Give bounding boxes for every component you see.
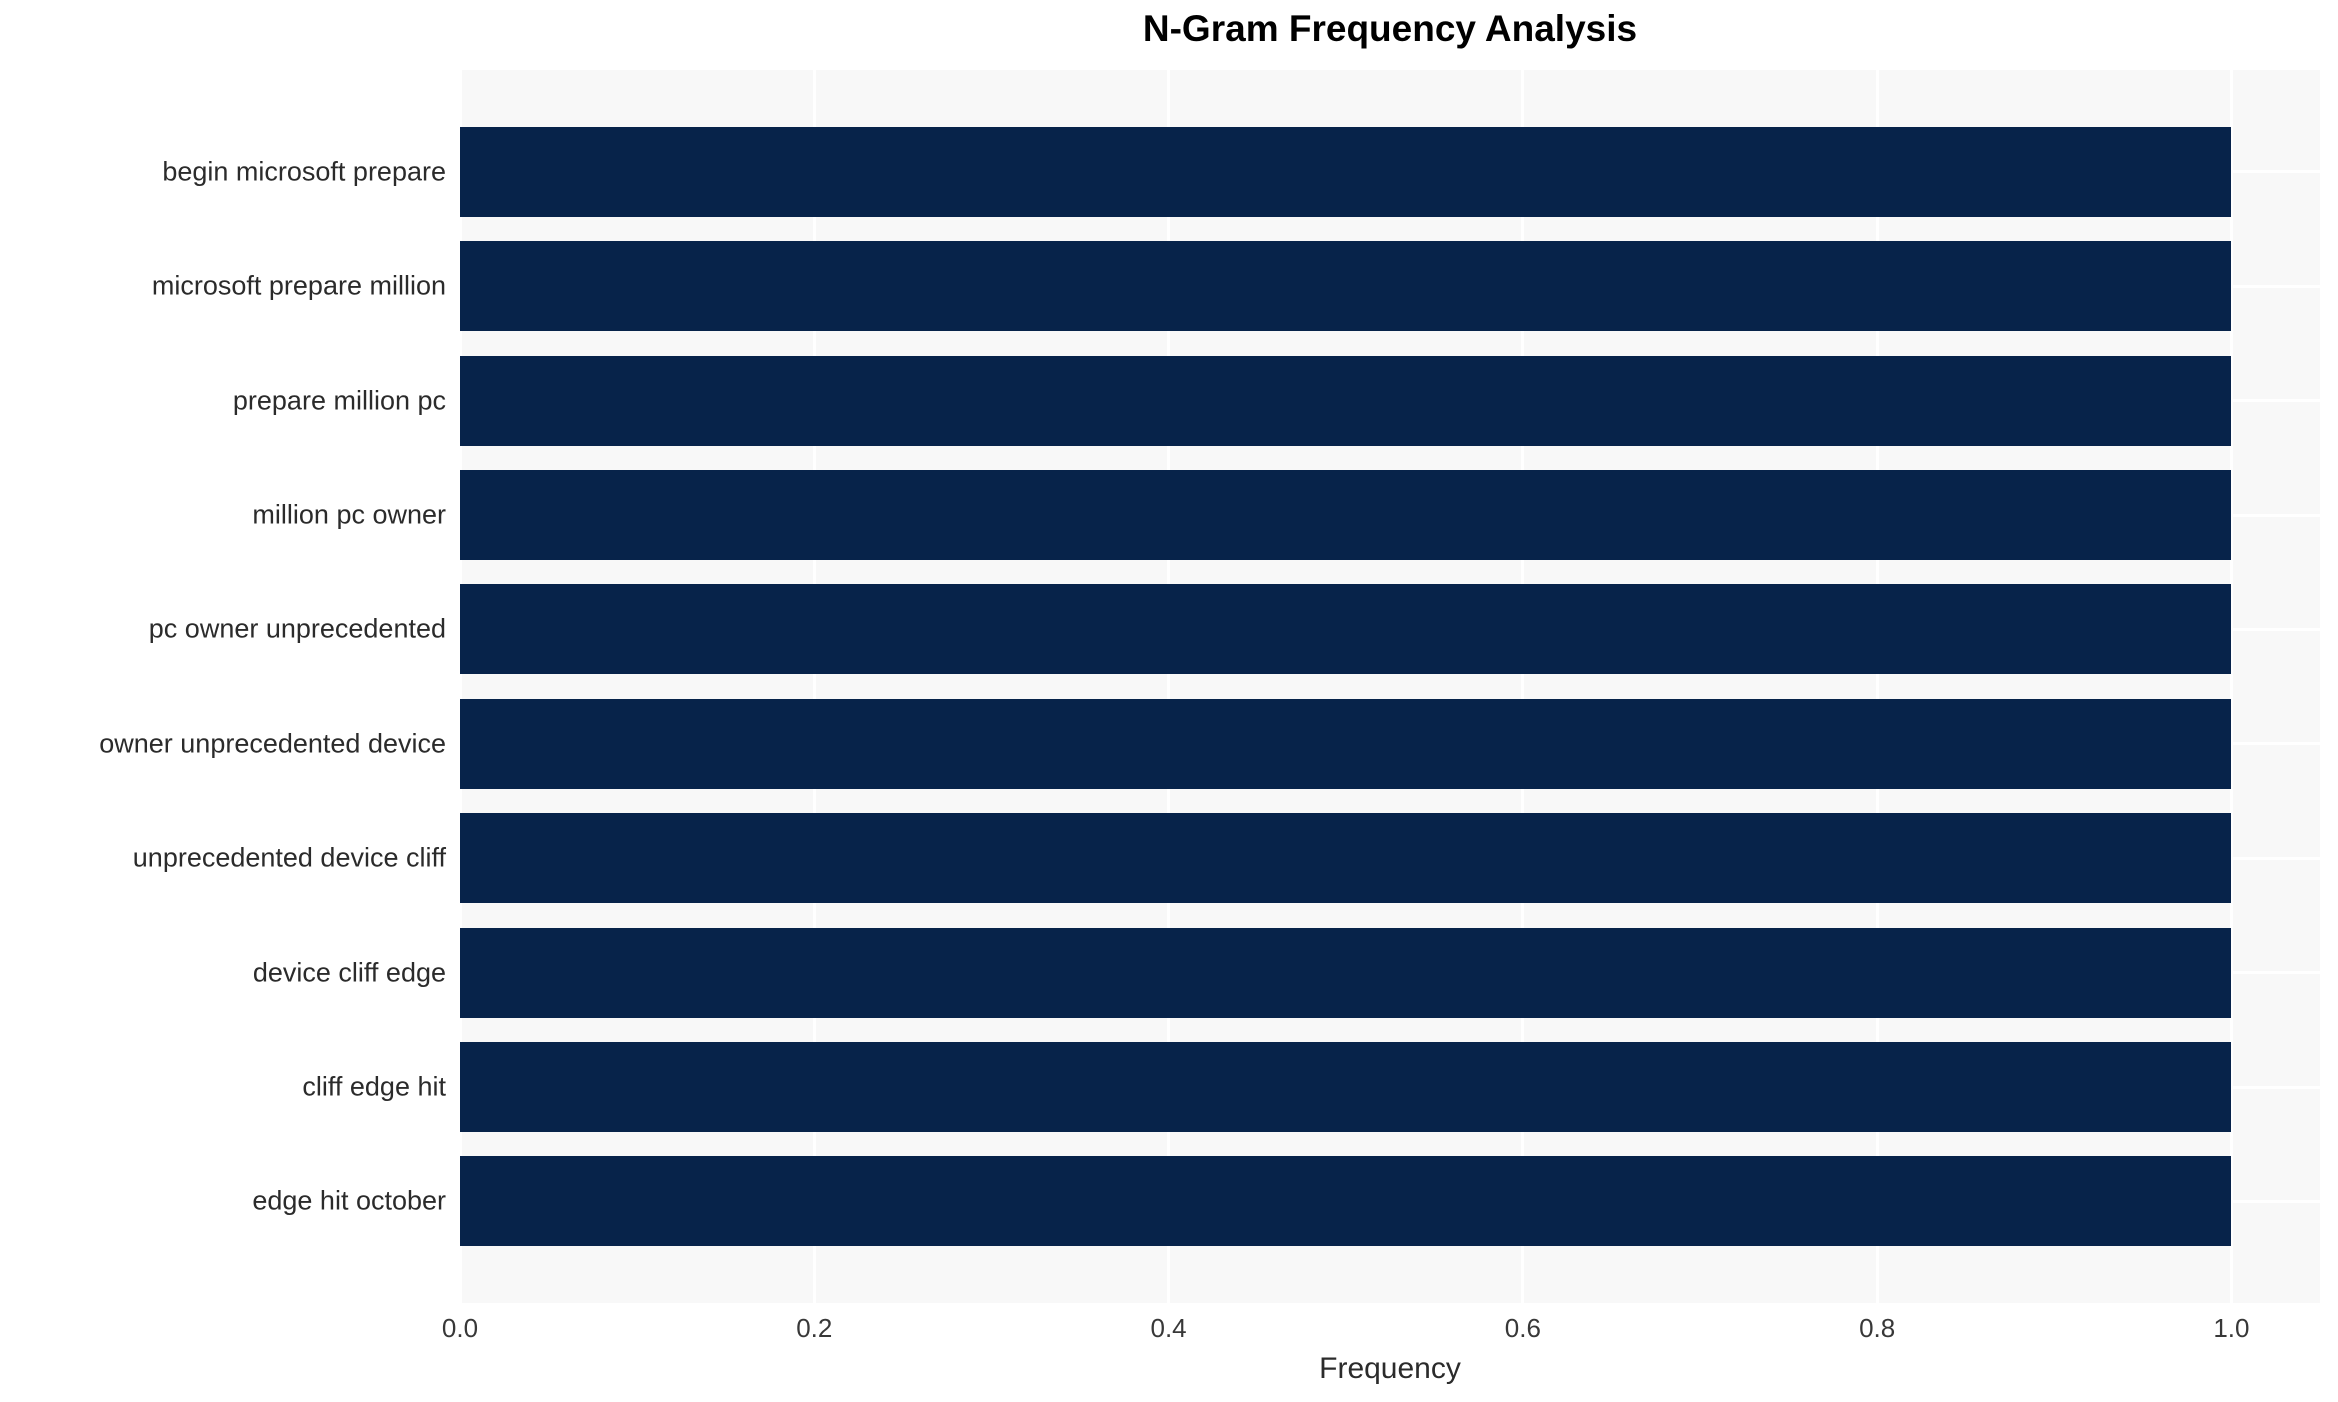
bar-prepare-million-pc	[460, 355, 2232, 446]
y-tick-label: unprecedented device cliff	[132, 842, 446, 873]
y-tick-label: million pc owner	[252, 499, 446, 530]
x-tick-label-0.2: 0.2	[796, 1313, 833, 1343]
x-gridline-0.6	[1521, 70, 1525, 1303]
bar-pc-owner-unprecedented	[460, 584, 2232, 675]
chart-title: N-Gram Frequency Analysis	[1142, 8, 1638, 49]
x-gridline-0.4	[1167, 70, 1171, 1303]
bar-cliff-edge-hit	[460, 1042, 2232, 1132]
x-gridline-0.2	[812, 70, 816, 1303]
bar-device-cliff-edge	[460, 927, 2232, 1018]
bar-microsoft-prepare-million	[460, 241, 2232, 332]
y-tick-label: pc owner unprecedented	[148, 613, 446, 644]
bar-owner-unprecedented-device	[460, 698, 2232, 789]
x-gridline-0.8	[1875, 70, 1879, 1303]
x-gridline-1.0	[2229, 70, 2233, 1303]
bar-million-pc-owner	[460, 470, 2232, 560]
y-tick-label: prepare million pc	[232, 385, 446, 416]
bar-begin-microsoft-prepare	[460, 126, 2232, 217]
bar-unprecedented-device-cliff	[460, 813, 2232, 904]
x-tick-label-0.6: 0.6	[1504, 1313, 1541, 1343]
y-tick-label: owner unprecedented device	[99, 728, 446, 759]
y-tick-label: edge hit october	[252, 1185, 446, 1216]
plot-area	[460, 70, 2320, 1303]
bar-edge-hit-october	[460, 1156, 2232, 1247]
y-tick-label: microsoft prepare million	[151, 270, 446, 301]
x-tick-label-0.8: 0.8	[1859, 1313, 1896, 1343]
x-tick-label-1.0: 1.0	[2213, 1313, 2250, 1343]
y-tick-label: cliff edge hit	[302, 1071, 446, 1102]
y-axis-labels: begin microsoft prepare microsoft prepare…	[0, 70, 446, 1303]
x-axis-title: Frequency	[1319, 1352, 1461, 1385]
x-gridline-0.0	[460, 70, 462, 1303]
x-axis-tick-labels: 0.0 0.2 0.4 0.6 0.8 1.0	[442, 1313, 2320, 1347]
y-tick-label: device cliff edge	[252, 957, 446, 988]
x-tick-label-0.0: 0.0	[441, 1313, 479, 1343]
x-tick-label-0.4: 0.4	[1150, 1313, 1187, 1343]
y-tick-label: begin microsoft prepare	[162, 156, 446, 187]
